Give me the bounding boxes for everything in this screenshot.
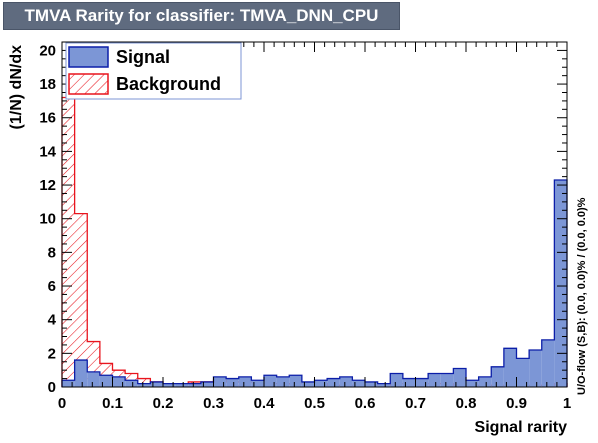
x-tick-label: 0.2 xyxy=(153,395,174,412)
signal-bar xyxy=(137,383,151,387)
legend-label-background: Background xyxy=(116,74,221,94)
signal-bar xyxy=(453,368,466,387)
legend-swatch-signal xyxy=(68,46,109,68)
signal-bar xyxy=(415,378,429,387)
overflow-label: U/O-flow (S,B): (0.0, 0.0)% / (0.0, 0.0)… xyxy=(576,197,588,395)
signal-bar xyxy=(62,380,75,387)
signal-bar xyxy=(289,375,302,387)
x-tick-label: 0.4 xyxy=(254,395,276,412)
signal-bar xyxy=(74,360,88,387)
signal-bar xyxy=(541,339,555,387)
y-tick-label: 18 xyxy=(39,76,56,93)
signal-bar xyxy=(377,383,391,387)
signal-bar xyxy=(99,375,113,387)
signal-bar xyxy=(112,376,126,387)
y-axis-label: (1/N) dN/dx xyxy=(8,45,25,130)
background-bar xyxy=(137,378,151,387)
legend-label-signal: Signal xyxy=(116,47,170,67)
x-tick-label: 0.8 xyxy=(456,395,477,412)
signal-bar xyxy=(200,381,214,387)
signal-bar xyxy=(466,380,479,387)
signal-bar xyxy=(188,383,201,387)
x-tick-label: 0.3 xyxy=(203,395,224,412)
signal-bar xyxy=(314,380,328,387)
signal-bar xyxy=(150,381,163,387)
signal-bar xyxy=(327,378,340,387)
y-tick-label: 2 xyxy=(48,345,56,362)
signal-bar xyxy=(175,383,189,387)
y-tick-label: 12 xyxy=(39,177,56,194)
signal-bar xyxy=(301,381,315,387)
background-bar xyxy=(74,213,88,387)
signal-bar xyxy=(276,376,290,387)
signal-bar xyxy=(213,376,227,387)
signal-bar xyxy=(251,380,264,387)
x-tick-label: 0.5 xyxy=(304,395,325,412)
legend-swatch-background xyxy=(68,73,109,95)
signal-bar xyxy=(352,380,365,387)
x-tick-label: 0.9 xyxy=(506,395,527,412)
x-tick-label: 0.7 xyxy=(405,395,426,412)
signal-bar xyxy=(491,366,504,387)
signal-bar xyxy=(264,375,277,387)
x-axis-label: Signal rarity xyxy=(475,419,568,436)
y-tick-label: 6 xyxy=(48,278,56,295)
signal-bar xyxy=(478,376,492,387)
signal-bar xyxy=(503,348,517,387)
signal-bar xyxy=(339,376,353,387)
signal-bar xyxy=(238,376,252,387)
chart-title: TMVA Rarity for classifier: TMVA_DNN_CPU xyxy=(24,6,379,25)
signal-bar xyxy=(428,373,441,387)
signal-bar xyxy=(226,378,239,387)
signal-bar xyxy=(87,371,100,387)
signal-bar xyxy=(516,358,530,387)
signal-bar xyxy=(163,383,176,387)
y-tick-label: 14 xyxy=(39,143,56,160)
y-tick-label: 8 xyxy=(48,244,56,261)
x-tick-label: 1 xyxy=(563,395,571,412)
signal-bar xyxy=(125,380,138,387)
signal-bar xyxy=(402,378,416,387)
signal-bar xyxy=(365,381,378,387)
y-tick-label: 16 xyxy=(39,110,56,127)
background-bar xyxy=(62,97,75,387)
y-tick-label: 4 xyxy=(48,312,57,329)
x-tick-label: 0.6 xyxy=(355,395,376,412)
y-tick-label: 10 xyxy=(39,211,56,228)
signal-bar xyxy=(529,349,542,387)
y-tick-label: 20 xyxy=(39,42,56,59)
title-box: TMVA Rarity for classifier: TMVA_DNN_CPU xyxy=(3,2,400,30)
signal-bar xyxy=(554,180,567,387)
signal-bar xyxy=(390,373,403,387)
x-tick-label: 0 xyxy=(58,395,66,412)
signal-bar xyxy=(440,373,454,387)
x-tick-label: 0.1 xyxy=(102,395,123,412)
y-tick-label: 0 xyxy=(48,379,56,396)
